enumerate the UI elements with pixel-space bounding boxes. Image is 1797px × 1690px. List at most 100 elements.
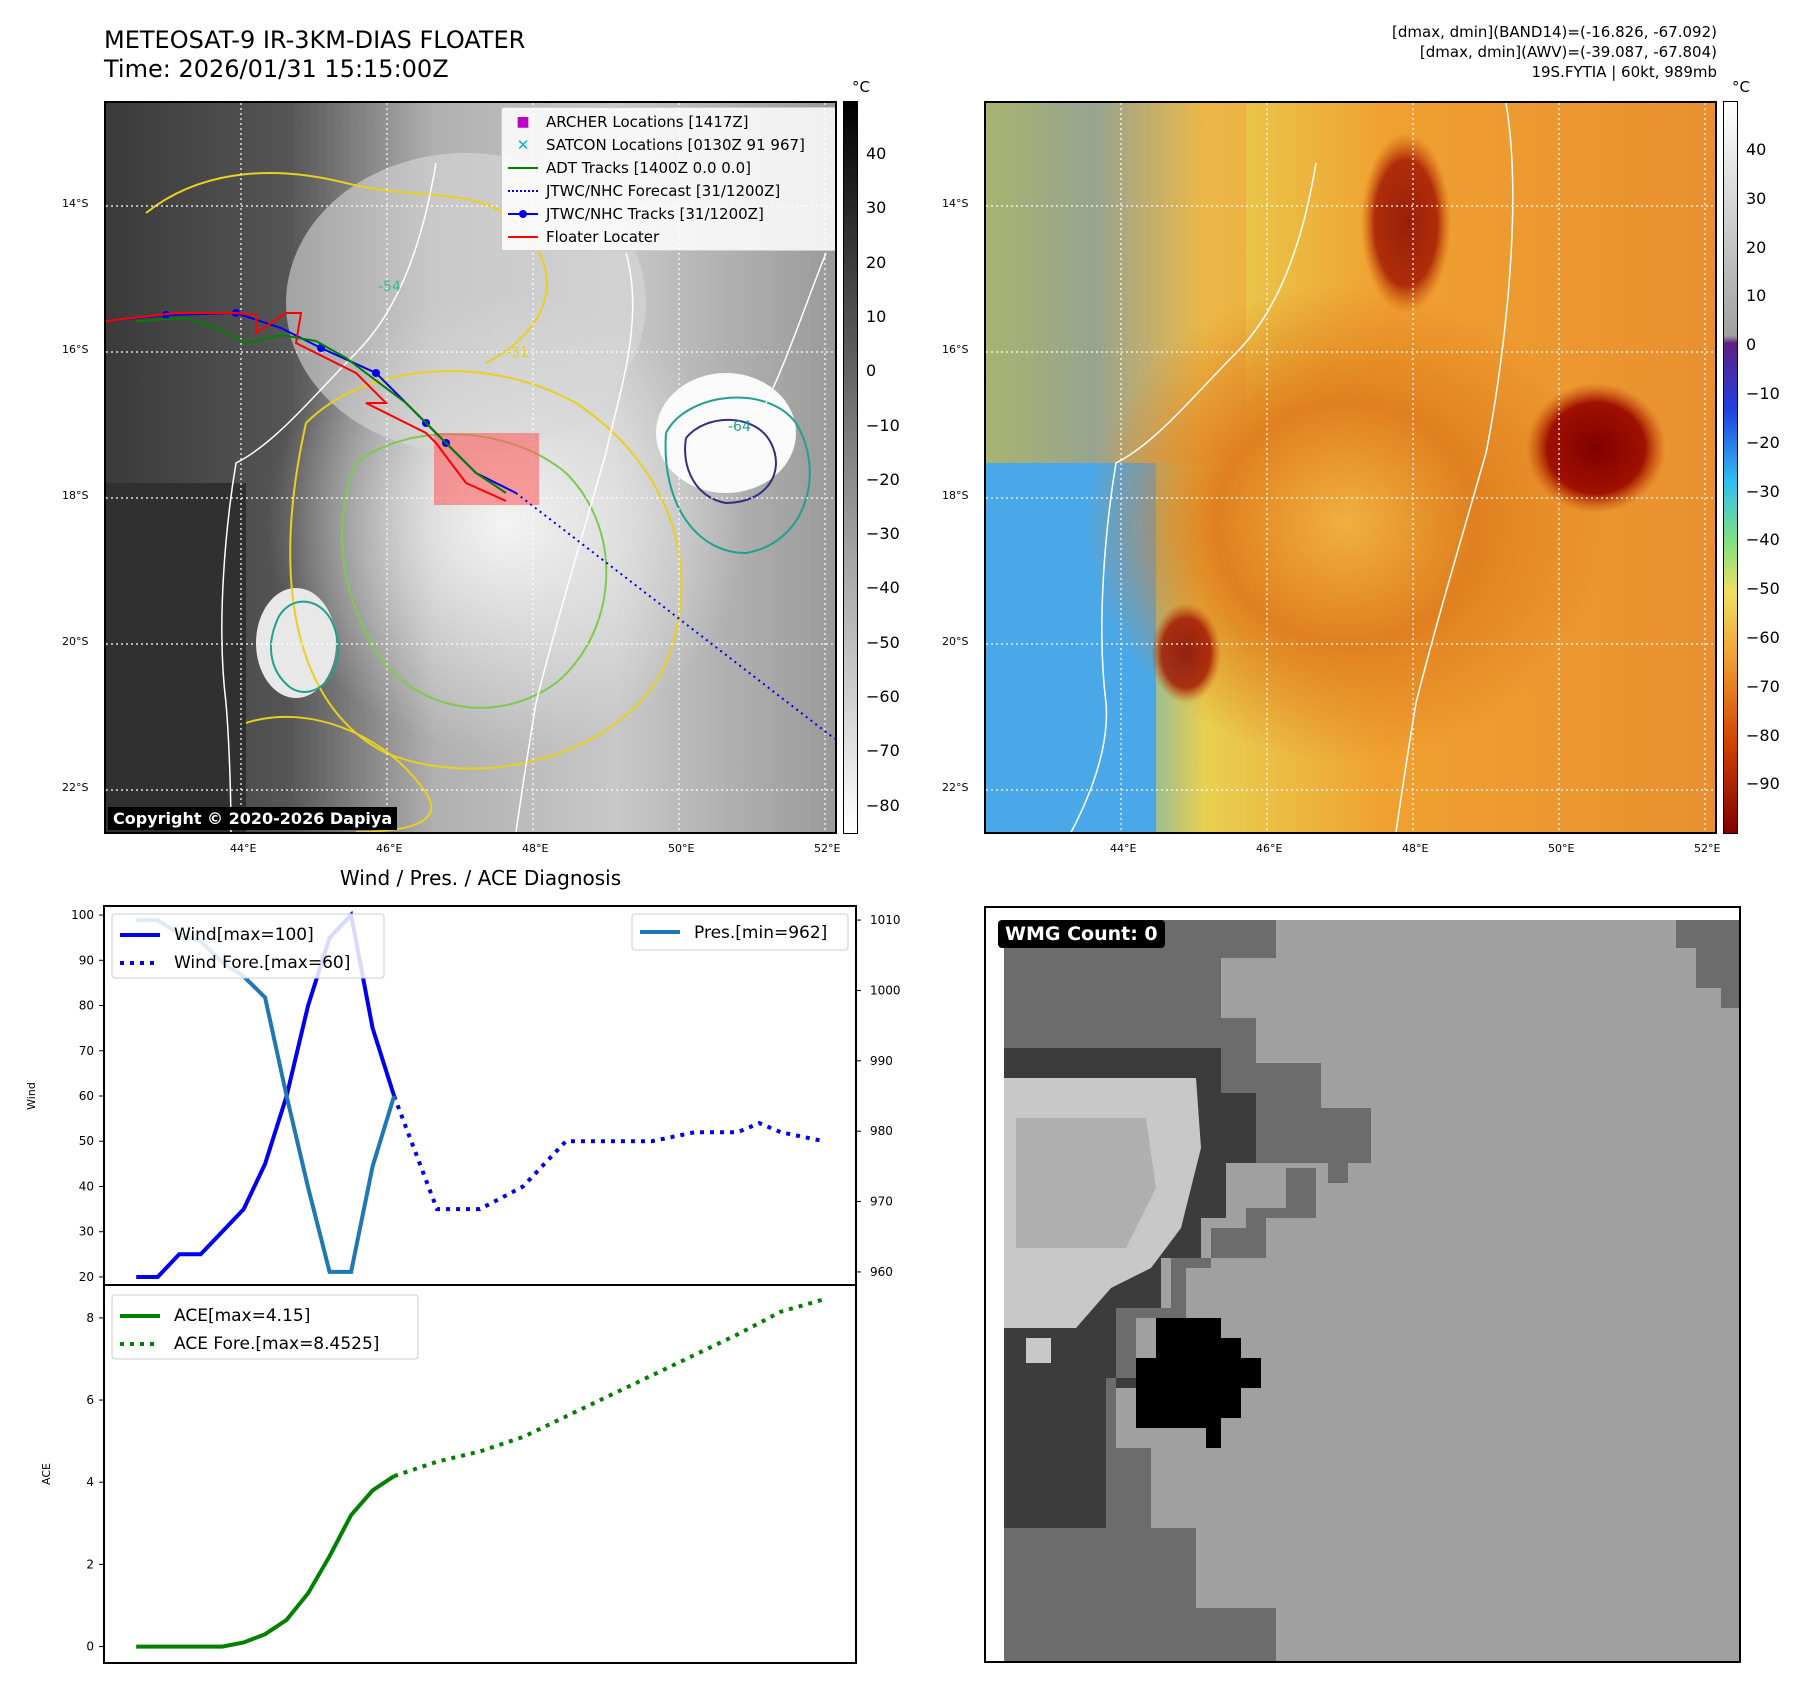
wind-ytick-label: 100 bbox=[71, 908, 94, 922]
copyright-badge: Copyright © 2020-2026 Dapiya bbox=[108, 807, 398, 830]
wind-ytick-label: 70 bbox=[79, 1044, 94, 1058]
ace-legend-label: ACE[max=4.15] bbox=[174, 1306, 310, 1326]
ace-legend-label: ACE Fore.[max=8.4525] bbox=[174, 1334, 379, 1354]
track-legend: ■ ARCHER Locations [1417Z] ✕ SATCON Loca… bbox=[501, 107, 835, 251]
wind-ytick-label: 90 bbox=[79, 953, 94, 967]
wind-ytick-label: 60 bbox=[79, 1089, 94, 1103]
color-colorbar bbox=[1723, 101, 1738, 834]
color-colorbar-tick: −10 bbox=[1746, 384, 1780, 403]
gray-colorbar-tick: 0 bbox=[866, 361, 877, 381]
ace-legend-box bbox=[111, 1294, 419, 1360]
diagnosis-title: Wind / Pres. / ACE Diagnosis bbox=[339, 866, 622, 890]
lat-label-20s: 20°S bbox=[62, 635, 89, 648]
awv-color-map bbox=[984, 101, 1717, 834]
wind-legend-label: Wind[max=100] bbox=[174, 925, 314, 945]
wind-ytick-label: 40 bbox=[79, 1179, 94, 1193]
contour-label-64: -64 bbox=[728, 419, 751, 435]
info-line-2: [dmax, dmin](AWV)=(-39.087, -67.804) bbox=[1419, 43, 1717, 61]
gray-colorbar-tick: −50 bbox=[866, 632, 900, 652]
pressure-legend-box bbox=[631, 913, 849, 951]
wmg-grid-svg bbox=[986, 908, 1739, 1661]
lon-label-48e: 48°E bbox=[522, 842, 549, 855]
storm-info: [dmax, dmin](BAND14)=(-16.826, -67.092) … bbox=[1392, 22, 1717, 82]
wind-ytick-label: 20 bbox=[79, 1270, 94, 1284]
color-colorbar-tick: 30 bbox=[1746, 188, 1767, 208]
lat-label-16s: 16°S bbox=[62, 343, 89, 356]
awv-lon-label-44e: 44°E bbox=[1110, 842, 1137, 855]
ir-grayscale-map: -54 -31 -64 ■ ARCHER Locations [1417Z] ✕… bbox=[104, 101, 837, 834]
legend-jtwc-tracks: JTWC/NHC Tracks [31/1200Z] bbox=[508, 202, 835, 225]
color-colorbar-tick: 10 bbox=[1746, 286, 1767, 306]
gray-colorbar-tick: −10 bbox=[866, 415, 900, 435]
gray-colorbar-tick: 30 bbox=[866, 198, 887, 218]
awv-lat-label-14s: 14°S bbox=[942, 197, 969, 210]
wind-legend: Wind[max=100] Wind Fore.[max=60] bbox=[111, 913, 385, 979]
awv-lon-label-48e: 48°E bbox=[1402, 842, 1429, 855]
awv-lon-label-50e: 50°E bbox=[1548, 842, 1575, 855]
wind-axis-label: Wind bbox=[25, 1082, 38, 1110]
legend-jtwc-forecast: JTWC/NHC Forecast [31/1200Z] bbox=[508, 179, 835, 202]
ace-ytick-label: 0 bbox=[86, 1640, 94, 1654]
legend-satcon: ✕ SATCON Locations [0130Z 91 967] bbox=[516, 135, 805, 154]
lon-label-50e: 50°E bbox=[668, 842, 695, 855]
awv-lon-label-46e: 46°E bbox=[1256, 842, 1283, 855]
gray-colorbar-tick: 10 bbox=[866, 306, 887, 326]
wind-pressure-chart: 20 30 40 50 60 70 80 90 100 960 970 980 990 1000 1010 W… bbox=[25, 905, 901, 1287]
color-colorbar-tick: 0 bbox=[1746, 335, 1757, 355]
color-colorbar-tick: −50 bbox=[1746, 579, 1780, 599]
wind-ytick-label: 80 bbox=[79, 999, 94, 1013]
pressure-ytick-label: 990 bbox=[870, 1054, 893, 1068]
wind-legend-box bbox=[111, 913, 385, 979]
gray-colorbar bbox=[843, 101, 858, 834]
legend-floater: Floater Locater bbox=[508, 225, 835, 248]
wmg-count-badge: WMG Count: 0 bbox=[998, 920, 1165, 948]
ace-ytick-label: 6 bbox=[86, 1393, 94, 1407]
awv-lon-label-52e: 52°E bbox=[1694, 842, 1721, 855]
awv-map-gridlines bbox=[986, 103, 1715, 832]
gray-colorbar-tick: −20 bbox=[866, 469, 900, 489]
jtwc-forecast-line bbox=[515, 492, 835, 740]
floater-locater-line bbox=[106, 312, 507, 502]
gray-colorbar-tick: −70 bbox=[866, 741, 900, 761]
ace-axis-label: ACE bbox=[40, 1463, 53, 1485]
pressure-ytick-label: 960 bbox=[870, 1265, 893, 1279]
pressure-legend: Pres.[min=962] bbox=[631, 913, 849, 951]
ace-ytick-label: 4 bbox=[86, 1475, 94, 1489]
adt-track-line bbox=[135, 316, 507, 494]
color-colorbar-tick: −40 bbox=[1746, 530, 1780, 550]
color-colorbar-tick: −70 bbox=[1746, 676, 1780, 696]
awv-lat-label-20s: 20°S bbox=[942, 635, 969, 648]
legend-adt: ADT Tracks [1400Z 0.0 0.0] bbox=[508, 156, 835, 179]
color-colorbar-tick: −20 bbox=[1746, 432, 1780, 452]
pressure-legend-label: Pres.[min=962] bbox=[694, 923, 827, 943]
gray-colorbar-unit: °C bbox=[852, 78, 870, 96]
pressure-ytick-label: 970 bbox=[870, 1195, 893, 1209]
color-colorbar-tick: 20 bbox=[1746, 237, 1767, 257]
ace-ytick-label: 8 bbox=[86, 1311, 94, 1325]
lon-label-44e: 44°E bbox=[230, 842, 257, 855]
ace-ytick-label: 2 bbox=[86, 1557, 94, 1571]
gray-colorbar-tick: −80 bbox=[866, 795, 900, 815]
ace-legend: ACE[max=4.15] ACE Fore.[max=8.4525] bbox=[111, 1294, 419, 1360]
wind-legend-label: Wind Fore.[max=60] bbox=[174, 953, 350, 973]
lon-label-52e: 52°E bbox=[814, 842, 841, 855]
color-colorbar-tick: −90 bbox=[1746, 774, 1780, 794]
info-line-3: 19S.FYTIA | 60kt, 989mb bbox=[1531, 63, 1717, 81]
color-colorbar-tick: −30 bbox=[1746, 481, 1780, 501]
legend-archer: ■ ARCHER Locations [1417Z] bbox=[516, 112, 749, 131]
title-line-2: Time: 2026/01/31 15:15:00Z bbox=[104, 55, 449, 83]
wind-ytick-label: 50 bbox=[79, 1134, 94, 1148]
color-colorbar-tick: 40 bbox=[1746, 140, 1767, 159]
pressure-ytick-label: 1010 bbox=[870, 913, 901, 927]
lat-label-22s: 22°S bbox=[62, 781, 89, 794]
color-colorbar-tick: −80 bbox=[1746, 725, 1780, 745]
gray-colorbar-tick: 40 bbox=[866, 144, 887, 163]
awv-map-svg bbox=[986, 103, 1715, 832]
wind-ytick-label: 30 bbox=[79, 1225, 94, 1239]
contour-label-31: -31 bbox=[506, 345, 529, 361]
ace-series-1 bbox=[393, 1297, 825, 1478]
gray-colorbar-tick: 20 bbox=[866, 252, 887, 272]
lat-label-14s: 14°S bbox=[62, 197, 89, 210]
lat-label-18s: 18°S bbox=[62, 489, 89, 502]
ace-chart: 0 2 4 6 8 ACE ACE[max=4.15] ACE Fore.[max=8.452… bbox=[40, 1284, 857, 1664]
